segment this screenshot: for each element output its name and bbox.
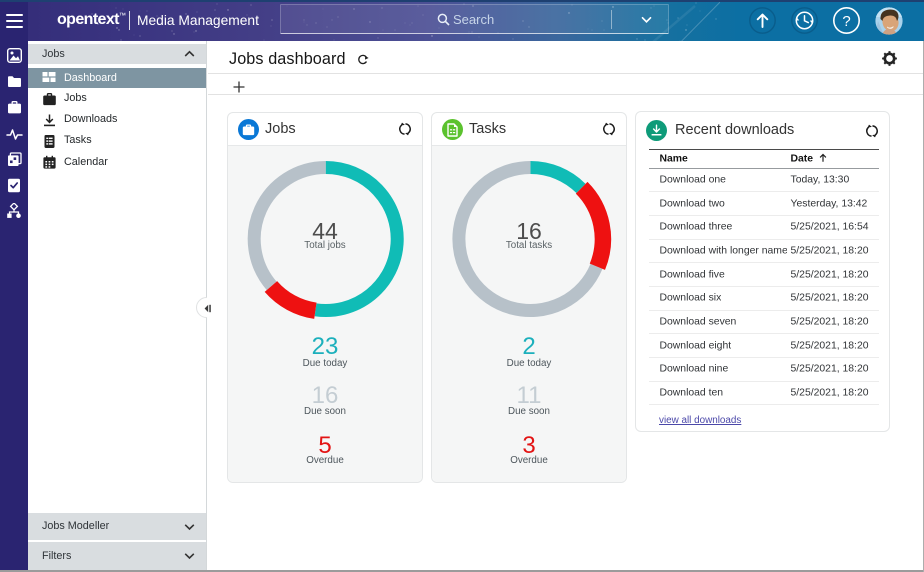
svg-text:?: ? xyxy=(842,13,850,30)
